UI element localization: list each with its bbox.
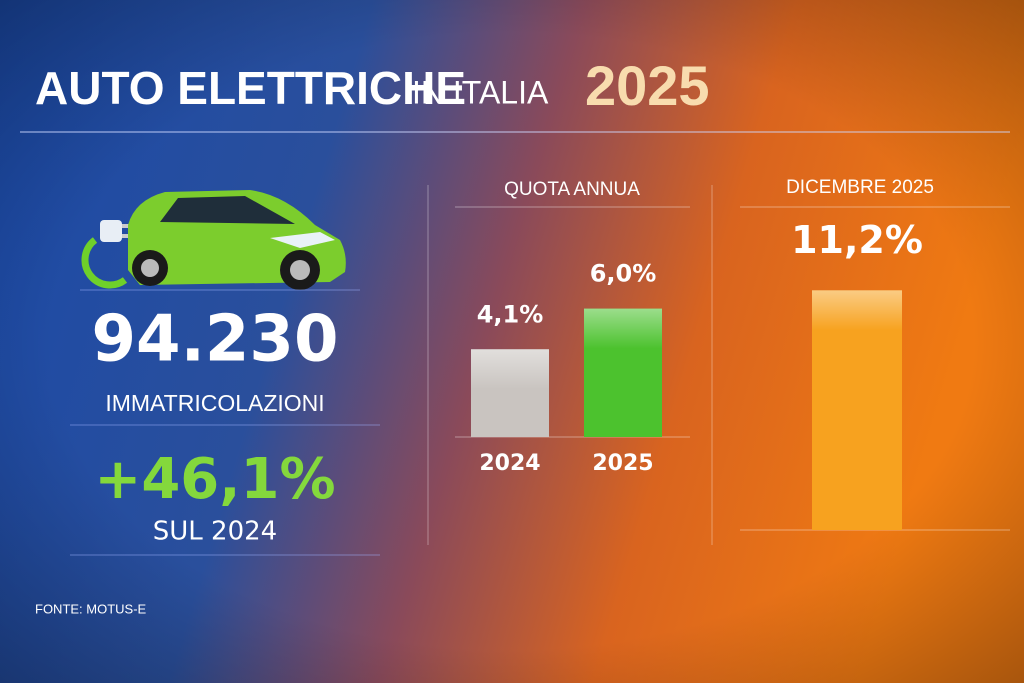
bar-highlight <box>584 308 662 349</box>
x-tick-label: 2025 <box>592 451 653 476</box>
bar-highlight <box>812 290 902 331</box>
title-year: 2025 <box>585 54 710 117</box>
value-label: 11,2% <box>791 218 923 262</box>
x-tick-label: 2024 <box>479 451 540 476</box>
chart-title: DICEMBRE 2025 <box>786 177 934 198</box>
registrations-label: IMMATRICOLAZIONI <box>105 390 324 416</box>
bar-highlight <box>471 349 549 390</box>
growth: +46,1% <box>94 447 335 512</box>
car-icon <box>81 190 346 290</box>
title-main: AUTO ELETTRICHE <box>35 62 466 114</box>
growth-label: SUL 2024 <box>153 517 277 547</box>
source: FONTE: MOTUS-E <box>35 601 147 616</box>
value-label: 4,1% <box>477 300 544 328</box>
chart-title: QUOTA ANNUA <box>504 179 640 200</box>
value-label: 6,0% <box>590 260 657 288</box>
registrations: 94.230 <box>92 303 339 377</box>
title-sub: IN ITALIA <box>412 74 549 110</box>
